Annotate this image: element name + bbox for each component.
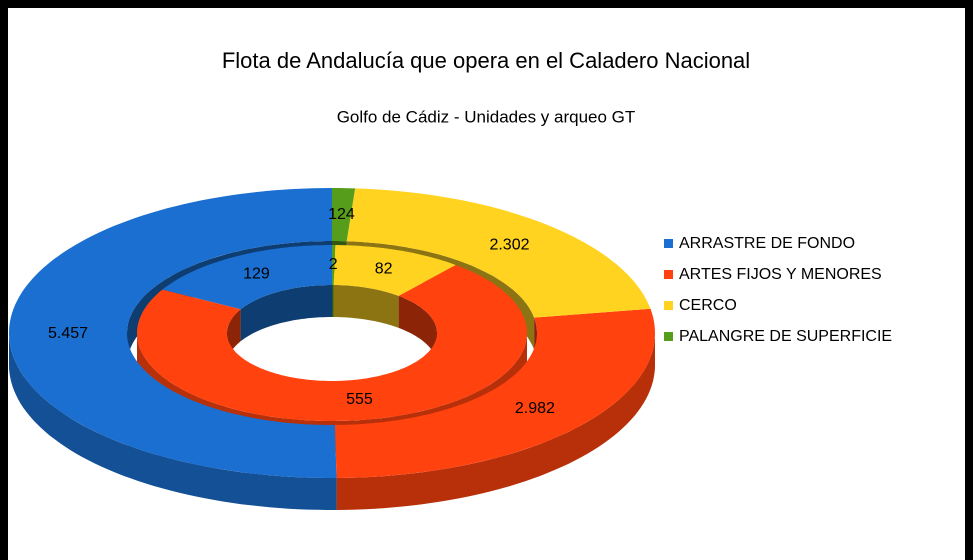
data-labels: 5.457 2.982 2.302 124 129 555 82 2	[48, 206, 555, 417]
legend-swatch	[664, 270, 673, 279]
legend-swatch	[664, 332, 673, 341]
donut-slice	[332, 188, 356, 242]
legend-label: ARRASTRE DE FONDO	[679, 235, 855, 252]
outer-wall	[9, 333, 337, 510]
data-label: 5.457	[48, 325, 88, 342]
inner-wall	[240, 285, 332, 342]
donut-slice	[346, 188, 651, 318]
plot-area: 5.457 2.982 2.302 124 129 555 82 2	[9, 188, 655, 510]
data-label: 82	[375, 260, 393, 277]
inner-wall	[333, 285, 399, 328]
legend-swatch	[664, 301, 673, 310]
chart-subtitle: Golfo de Cádiz - Unidades y arqueo GT	[337, 107, 636, 126]
top-faces	[9, 188, 655, 478]
legend-label: PALANGRE DE SUPERFICIE	[679, 328, 892, 345]
chart-title: Flota de Andalucía que opera en el Calad…	[222, 48, 750, 73]
data-label: 2.982	[515, 400, 555, 417]
donut-slice	[162, 245, 332, 310]
legend-swatch	[664, 239, 673, 248]
outer-wall	[336, 333, 655, 510]
legend-label: CERCO	[679, 297, 737, 314]
donut-slice	[9, 188, 337, 478]
donut-slice	[137, 265, 527, 421]
legend-label: ARTES FIJOS Y MENORES	[679, 266, 882, 283]
data-label: 555	[346, 391, 373, 408]
legend: ARRASTRE DE FONDO ARTES FIJOS Y MENORES CE…	[664, 235, 892, 345]
inner-wall	[332, 285, 334, 317]
data-label: 2.302	[489, 236, 529, 253]
data-label: 2	[329, 256, 338, 273]
donut-slice	[334, 308, 655, 478]
inner-wall	[398, 295, 437, 365]
donut-slice	[333, 245, 456, 296]
donut-slice	[332, 245, 336, 285]
data-label: 124	[328, 206, 355, 223]
data-label: 129	[243, 265, 270, 282]
